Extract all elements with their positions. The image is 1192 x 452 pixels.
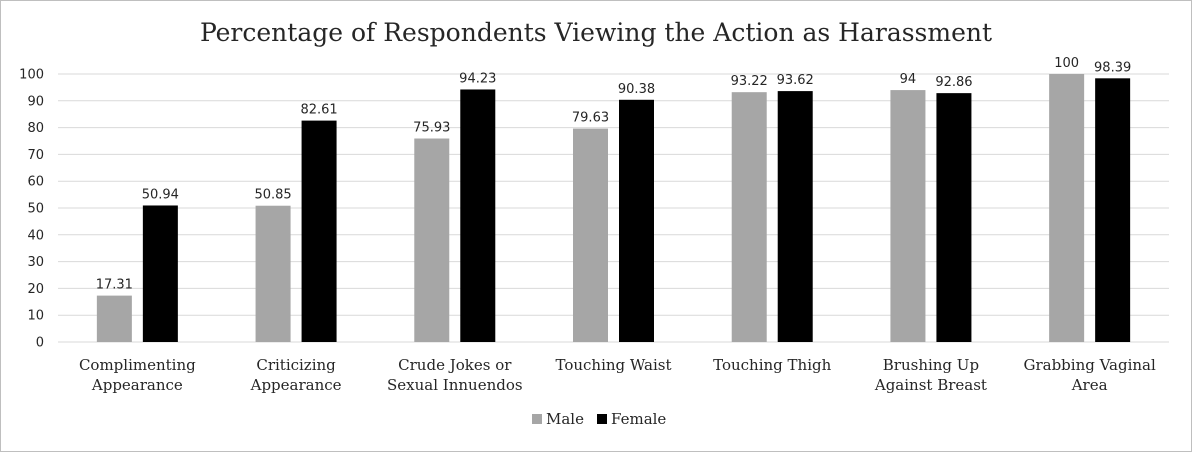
bar-male <box>731 92 767 342</box>
data-label-female: 92.86 <box>935 75 972 90</box>
x-category-label: Crude Jokes or <box>398 356 512 374</box>
bar-female <box>777 91 813 343</box>
y-axis-ticks: 0 10 20 30 40 50 60 70 80 90 100 <box>19 68 44 351</box>
data-label-male: 75.93 <box>413 121 450 136</box>
x-category-label: Appearance <box>91 376 183 394</box>
gridlines <box>58 73 1169 343</box>
legend-swatch-female <box>597 414 607 424</box>
x-category-label: Grabbing Vaginal <box>1023 356 1156 374</box>
bar-female <box>301 120 337 343</box>
bar-female <box>142 205 178 342</box>
bar-female <box>1095 78 1131 343</box>
legend-swatch-male <box>532 414 542 424</box>
data-label-male: 17.31 <box>96 278 133 293</box>
data-label-female: 93.62 <box>777 73 814 88</box>
x-category-label: Appearance <box>250 376 342 394</box>
bar-male <box>414 138 450 342</box>
y-tick-label: 100 <box>19 68 44 83</box>
data-label-male: 50.85 <box>254 188 291 203</box>
x-axis-categories: Complimenting Appearance Criticizing Appear… <box>79 356 1156 394</box>
x-category-label: Criticizing <box>256 356 336 374</box>
data-label-female: 50.94 <box>142 187 179 202</box>
data-label-male: 93.22 <box>731 74 768 89</box>
data-label-female: 90.38 <box>618 82 655 97</box>
y-tick-label: 90 <box>27 94 44 109</box>
bar-female <box>619 99 654 342</box>
data-label-female: 94.23 <box>459 71 496 86</box>
bar-female <box>936 93 972 343</box>
x-category-label: Complimenting <box>79 356 196 374</box>
data-label-male: 94 <box>900 72 917 87</box>
y-tick-label: 0 <box>36 336 44 351</box>
y-tick-label: 20 <box>27 282 44 297</box>
y-tick-label: 50 <box>27 202 44 217</box>
y-tick-label: 80 <box>27 121 44 136</box>
data-label-female: 98.39 <box>1094 60 1131 75</box>
y-tick-label: 60 <box>27 175 44 190</box>
x-category-label: Area <box>1071 376 1108 394</box>
data-label-male: 79.63 <box>572 111 609 126</box>
bar-male <box>890 90 926 342</box>
bar-male <box>1049 74 1085 342</box>
y-tick-label: 70 <box>27 148 44 163</box>
x-category-label: Touching Waist <box>555 356 671 374</box>
y-tick-label: 30 <box>27 255 44 270</box>
data-label-female: 82.61 <box>300 103 337 118</box>
legend-label-female: Female <box>611 410 666 428</box>
bar-male <box>255 205 291 342</box>
bars <box>96 74 1131 343</box>
chart-title: Percentage of Respondents Viewing the Ac… <box>200 18 992 47</box>
data-labels: 17.31 50.94 50.85 82.61 75.93 94.23 79.63 90.38… <box>96 56 1132 293</box>
bar-male <box>96 295 132 342</box>
y-tick-label: 40 <box>27 228 44 243</box>
bar-female <box>460 89 496 343</box>
bar-male <box>573 128 608 342</box>
x-category-label: Sexual Innuendos <box>387 376 523 394</box>
x-category-label: Against Breast <box>874 376 987 394</box>
y-tick-label: 10 <box>27 309 44 324</box>
data-label-male: 100 <box>1054 56 1079 71</box>
x-category-label: Brushing Up <box>883 356 979 374</box>
legend: Male Female <box>532 410 666 428</box>
legend-label-male: Male <box>546 410 584 428</box>
x-category-label: Touching Thigh <box>713 356 831 374</box>
